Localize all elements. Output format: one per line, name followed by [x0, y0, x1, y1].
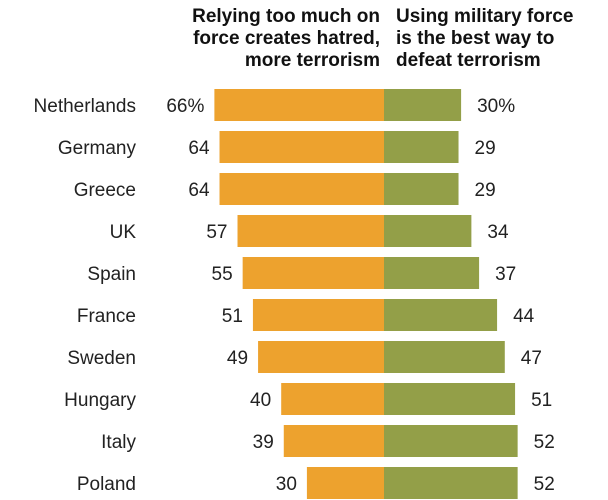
bar-left-germany	[219, 131, 384, 163]
country-label-sweden: Sweden	[67, 348, 136, 369]
bar-right-france	[384, 299, 498, 331]
bar-left-sweden	[258, 341, 384, 373]
value-left-uk: 57	[206, 222, 227, 243]
value-right-spain: 37	[495, 264, 516, 285]
bar-left-hungary	[281, 383, 384, 415]
value-left-greece: 64	[188, 180, 210, 201]
country-label-germany: Germany	[58, 138, 137, 159]
value-left-netherlands: 66%	[166, 96, 204, 117]
country-label-uk: UK	[110, 222, 137, 243]
value-right-germany: 29	[475, 138, 496, 159]
bar-right-netherlands	[384, 89, 462, 121]
right-series-header: Using military force is the best way to …	[396, 6, 574, 71]
value-left-poland: 30	[276, 474, 297, 495]
value-right-france: 44	[513, 306, 535, 327]
value-left-hungary: 40	[250, 390, 271, 411]
country-label-poland: Poland	[77, 474, 136, 495]
value-right-poland: 52	[534, 474, 555, 495]
value-right-greece: 29	[475, 180, 496, 201]
value-right-netherlands: 30%	[477, 96, 515, 117]
bar-right-germany	[384, 131, 459, 163]
bar-right-poland	[384, 467, 518, 499]
value-left-sweden: 49	[227, 348, 248, 369]
bar-right-hungary	[384, 383, 516, 415]
bar-right-greece	[384, 173, 459, 205]
country-label-greece: Greece	[74, 180, 136, 201]
value-left-france: 51	[222, 306, 243, 327]
value-left-germany: 64	[188, 138, 210, 159]
country-label-spain: Spain	[87, 264, 136, 285]
bar-left-uk	[237, 215, 384, 247]
bar-left-netherlands	[214, 89, 384, 121]
value-left-italy: 39	[253, 432, 274, 453]
bar-left-spain	[242, 257, 384, 289]
country-label-hungary: Hungary	[64, 390, 136, 411]
value-right-uk: 34	[487, 222, 509, 243]
value-right-hungary: 51	[531, 390, 552, 411]
bar-right-uk	[384, 215, 472, 247]
value-left-spain: 55	[212, 264, 233, 285]
country-label-italy: Italy	[101, 432, 136, 453]
bar-right-sweden	[384, 341, 505, 373]
country-label-france: France	[77, 306, 136, 327]
left-series-header: Relying too much on force creates hatred…	[192, 6, 380, 71]
value-right-italy: 52	[534, 432, 555, 453]
bar-right-spain	[384, 257, 480, 289]
bar-left-poland	[306, 467, 384, 499]
bar-left-italy	[283, 425, 384, 457]
bar-right-italy	[384, 425, 518, 457]
value-right-sweden: 47	[521, 348, 542, 369]
bar-left-france	[252, 299, 384, 331]
country-label-netherlands: Netherlands	[34, 96, 136, 117]
bar-left-greece	[219, 173, 384, 205]
